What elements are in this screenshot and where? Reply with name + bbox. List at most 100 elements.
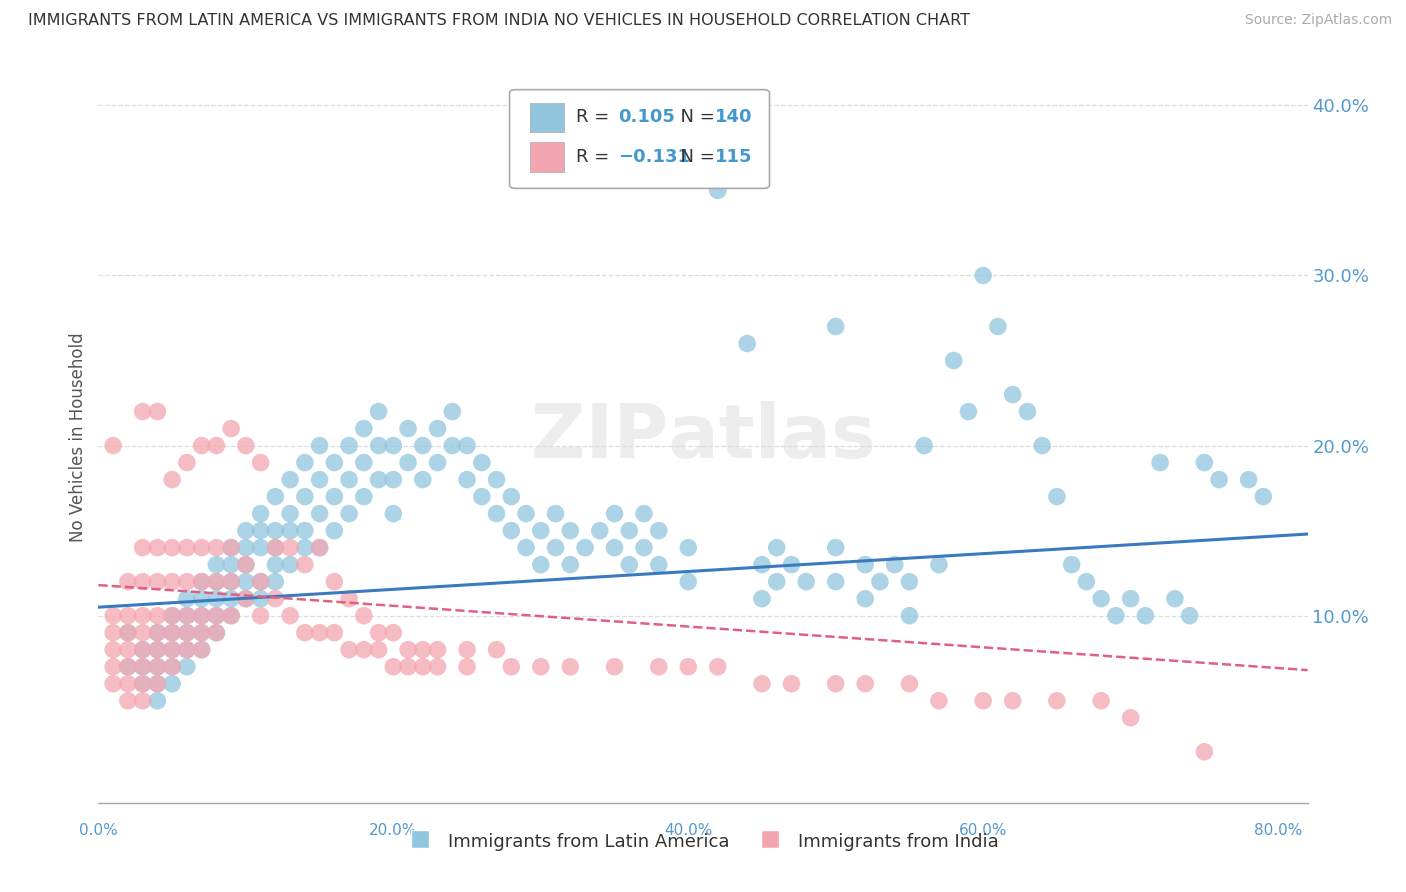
Point <box>337 591 360 606</box>
Point <box>633 541 655 555</box>
Point <box>131 404 153 418</box>
Point <box>190 608 212 623</box>
Point <box>780 677 803 691</box>
Point <box>589 524 612 538</box>
Point <box>396 642 419 657</box>
Point <box>176 456 198 470</box>
Point <box>264 541 287 555</box>
Point <box>160 473 183 487</box>
Point <box>160 659 183 673</box>
Text: 140: 140 <box>716 109 752 127</box>
Point <box>426 421 449 435</box>
Point <box>501 490 523 504</box>
Point <box>190 574 212 589</box>
Point <box>278 507 301 521</box>
Point <box>337 473 360 487</box>
Point <box>367 625 389 640</box>
Point <box>530 659 553 673</box>
Point <box>957 404 980 418</box>
Point <box>382 473 405 487</box>
Point <box>131 677 153 691</box>
Point <box>131 642 153 657</box>
Point <box>294 625 316 640</box>
Point <box>942 353 965 368</box>
Point <box>560 659 582 673</box>
Point <box>1001 387 1024 401</box>
Point <box>176 625 198 640</box>
Point <box>619 524 641 538</box>
Point <box>824 541 846 555</box>
Point <box>219 574 242 589</box>
Point <box>412 659 434 673</box>
Text: 115: 115 <box>716 148 752 166</box>
Point <box>190 541 212 555</box>
Text: R =: R = <box>576 109 614 127</box>
Point <box>160 608 183 623</box>
Point <box>323 574 346 589</box>
Point <box>205 574 228 589</box>
Point <box>205 558 228 572</box>
Point <box>117 625 139 640</box>
Point <box>235 541 257 555</box>
Point <box>648 659 671 673</box>
Point <box>146 625 169 640</box>
Text: IMMIGRANTS FROM LATIN AMERICA VS IMMIGRANTS FROM INDIA NO VEHICLES IN HOUSEHOLD : IMMIGRANTS FROM LATIN AMERICA VS IMMIGRA… <box>28 13 970 29</box>
Point <box>323 490 346 504</box>
Point <box>396 456 419 470</box>
Point <box>456 473 478 487</box>
Point <box>678 574 700 589</box>
Point <box>146 642 169 657</box>
Point <box>1001 694 1024 708</box>
Point <box>751 677 773 691</box>
Point <box>1090 591 1112 606</box>
Y-axis label: No Vehicles in Household: No Vehicles in Household <box>69 332 87 542</box>
Point <box>515 541 537 555</box>
Point <box>235 439 257 453</box>
Point <box>249 507 271 521</box>
Point <box>603 541 626 555</box>
Point <box>751 558 773 572</box>
Point <box>353 456 375 470</box>
Point <box>249 524 271 538</box>
Point <box>176 608 198 623</box>
Point <box>1076 574 1098 589</box>
Point <box>1237 473 1260 487</box>
Point <box>278 558 301 572</box>
Point <box>264 541 287 555</box>
Point <box>898 574 921 589</box>
Point <box>117 659 139 673</box>
Point <box>205 625 228 640</box>
Text: R =: R = <box>576 148 614 166</box>
Point <box>1135 608 1157 623</box>
Point <box>382 659 405 673</box>
Point <box>278 541 301 555</box>
Point <box>294 456 316 470</box>
Point <box>853 558 876 572</box>
Point <box>294 524 316 538</box>
Point <box>323 625 346 640</box>
Point <box>308 507 330 521</box>
Point <box>633 507 655 521</box>
Text: 80.0%: 80.0% <box>1254 823 1302 838</box>
Point <box>219 608 242 623</box>
Point <box>131 659 153 673</box>
Point <box>146 574 169 589</box>
Point <box>869 574 891 589</box>
Point <box>235 558 257 572</box>
Point <box>160 541 183 555</box>
Point <box>382 439 405 453</box>
Point <box>146 625 169 640</box>
Point <box>1017 404 1039 418</box>
Point <box>249 574 271 589</box>
Point <box>515 507 537 521</box>
Point <box>160 642 183 657</box>
Point <box>471 456 494 470</box>
Point <box>485 642 508 657</box>
Point <box>190 642 212 657</box>
Point <box>131 659 153 673</box>
Point <box>131 642 153 657</box>
Point <box>131 574 153 589</box>
Point <box>117 659 139 673</box>
Point <box>264 524 287 538</box>
Point <box>1060 558 1083 572</box>
